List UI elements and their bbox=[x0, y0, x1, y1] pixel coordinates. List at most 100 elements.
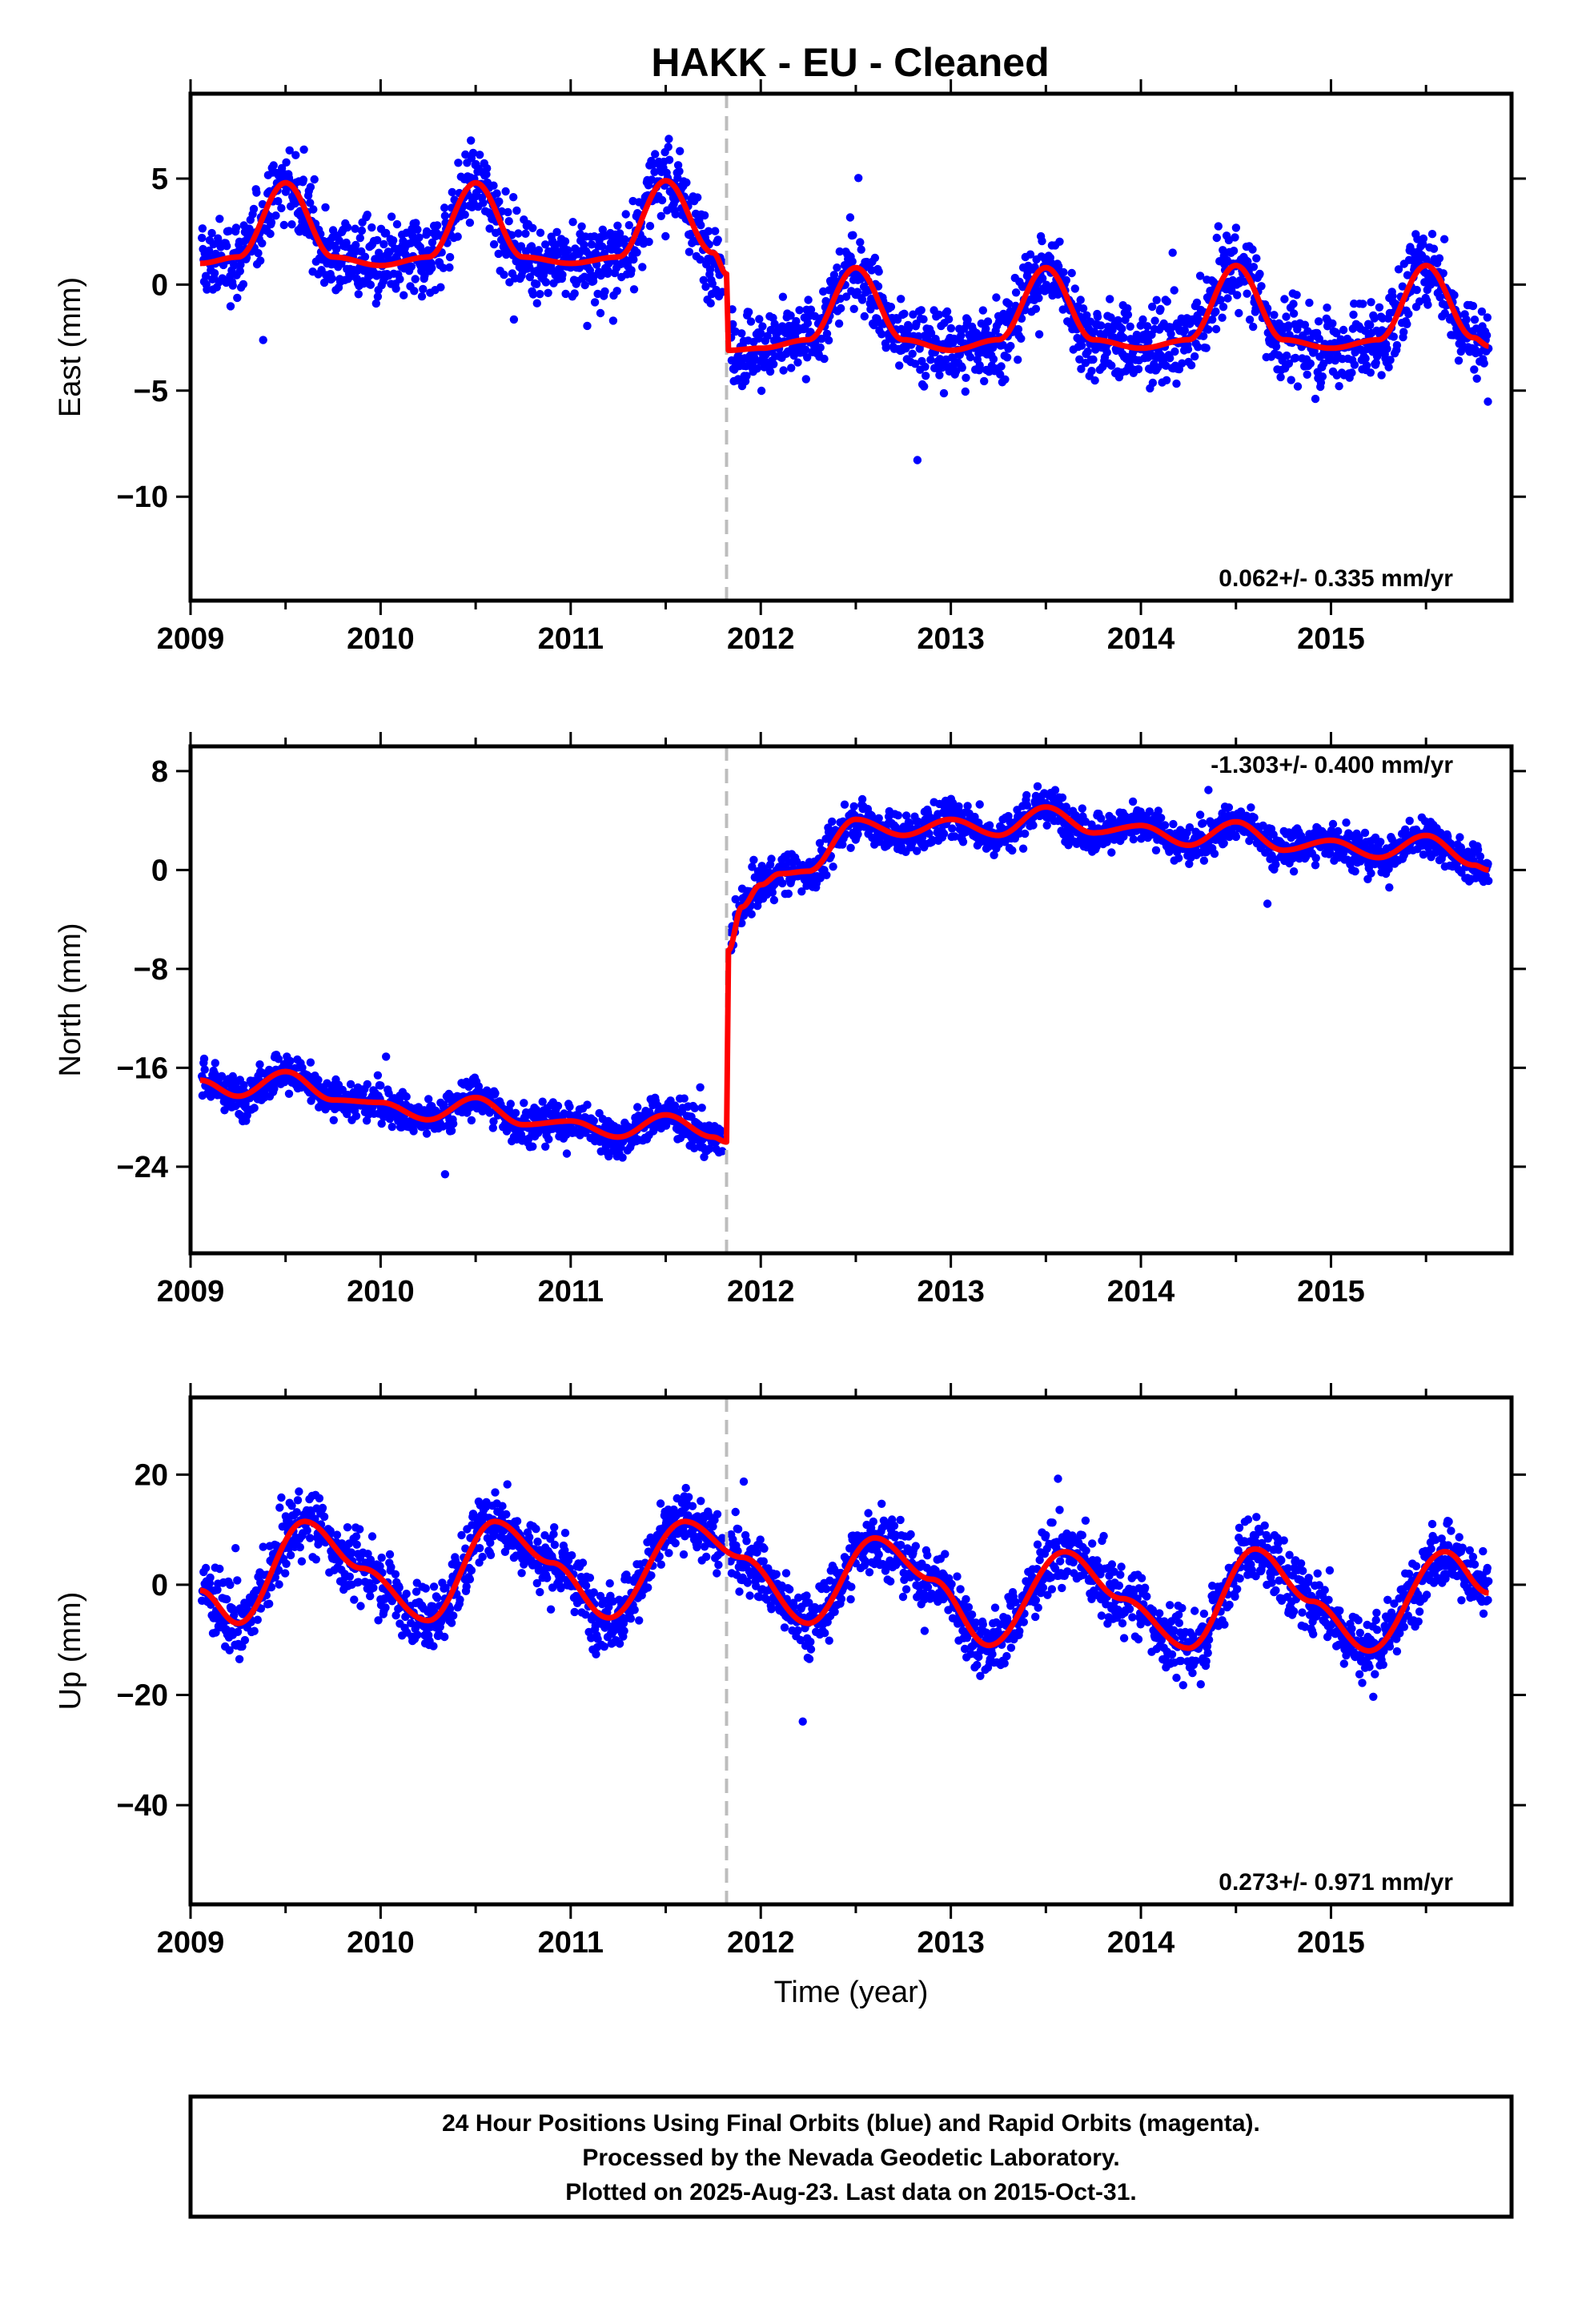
data-point bbox=[1123, 310, 1133, 320]
data-point bbox=[1191, 352, 1199, 361]
data-point bbox=[511, 1108, 520, 1118]
data-point bbox=[926, 328, 936, 338]
data-point bbox=[541, 278, 551, 287]
data-point bbox=[467, 1116, 476, 1125]
data-point bbox=[737, 329, 746, 338]
data-point bbox=[1208, 315, 1217, 324]
data-point bbox=[1218, 313, 1227, 322]
data-point bbox=[211, 1059, 219, 1068]
data-point bbox=[552, 227, 561, 236]
data-point bbox=[1055, 237, 1064, 246]
data-point bbox=[1399, 328, 1408, 336]
data-point bbox=[765, 367, 775, 376]
data-point bbox=[665, 155, 674, 164]
y-tick-label: 8 bbox=[151, 755, 168, 789]
data-point bbox=[1386, 356, 1395, 364]
data-point bbox=[528, 223, 537, 232]
x-tick-label: 2015 bbox=[1297, 1275, 1365, 1309]
data-point bbox=[954, 802, 963, 811]
y-tick-label: −10 bbox=[117, 480, 168, 514]
data-point bbox=[1030, 263, 1039, 271]
data-point bbox=[1077, 341, 1086, 350]
data-point bbox=[570, 289, 579, 298]
data-point bbox=[673, 174, 682, 183]
data-point bbox=[342, 238, 351, 247]
data-point bbox=[608, 316, 618, 325]
data-point bbox=[412, 219, 420, 227]
data-point bbox=[1169, 819, 1178, 829]
data-point bbox=[849, 231, 857, 239]
data-point bbox=[1223, 294, 1232, 303]
data-point bbox=[685, 247, 694, 256]
data-point bbox=[1006, 341, 1015, 351]
data-point bbox=[565, 1102, 574, 1112]
data-point bbox=[963, 316, 972, 324]
data-point bbox=[803, 319, 813, 328]
data-point bbox=[615, 229, 624, 238]
data-point bbox=[560, 237, 570, 246]
data-point bbox=[321, 203, 330, 212]
data-point bbox=[1462, 315, 1471, 324]
data-point bbox=[1255, 269, 1264, 279]
data-point bbox=[701, 282, 710, 292]
y-tick-label: −16 bbox=[117, 1051, 168, 1085]
data-point bbox=[1031, 304, 1041, 313]
data-point bbox=[226, 1580, 235, 1590]
data-point bbox=[904, 324, 913, 333]
data-point bbox=[521, 229, 530, 238]
data-point bbox=[1026, 250, 1035, 259]
data-point bbox=[860, 312, 869, 321]
data-point bbox=[1166, 354, 1174, 363]
data-point bbox=[396, 275, 404, 283]
data-point bbox=[1090, 376, 1099, 385]
data-point bbox=[1156, 304, 1165, 314]
data-point bbox=[1076, 296, 1085, 304]
data-point bbox=[841, 292, 851, 301]
data-point bbox=[279, 220, 288, 230]
data-point bbox=[311, 1555, 320, 1564]
data-point bbox=[275, 1503, 284, 1512]
data-point bbox=[1470, 365, 1479, 374]
data-point bbox=[491, 1088, 500, 1098]
data-point bbox=[835, 247, 845, 256]
data-point bbox=[664, 143, 673, 151]
data-point bbox=[1128, 797, 1138, 806]
data-point bbox=[690, 1104, 699, 1113]
data-point bbox=[1123, 304, 1132, 313]
data-point bbox=[829, 862, 837, 871]
data-point bbox=[258, 239, 267, 247]
data-point bbox=[1360, 828, 1370, 838]
data-point bbox=[1029, 821, 1038, 830]
data-point bbox=[392, 219, 402, 229]
data-point bbox=[696, 255, 705, 264]
data-point bbox=[449, 1120, 458, 1128]
data-point bbox=[1195, 810, 1205, 819]
data-point bbox=[1293, 382, 1303, 391]
data-point bbox=[282, 158, 291, 167]
data-point bbox=[287, 220, 296, 229]
data-point bbox=[1219, 303, 1228, 312]
data-point bbox=[784, 889, 793, 899]
data-point bbox=[629, 255, 638, 264]
x-tick-label: 2012 bbox=[727, 622, 795, 656]
data-point bbox=[445, 263, 454, 272]
data-point bbox=[803, 353, 812, 362]
data-point bbox=[1059, 267, 1068, 277]
data-point bbox=[1168, 248, 1177, 257]
data-point bbox=[1214, 222, 1223, 231]
data-point bbox=[713, 235, 722, 244]
data-point bbox=[409, 1127, 418, 1136]
data-point bbox=[921, 362, 930, 372]
data-point bbox=[866, 305, 875, 314]
data-point bbox=[913, 456, 922, 464]
data-point bbox=[1144, 337, 1153, 346]
data-point bbox=[596, 271, 605, 280]
east-panel: 2009 2010 2011 2012 2013 2014 201550−5−10East … bbox=[54, 79, 1526, 656]
data-point bbox=[779, 366, 788, 375]
data-point bbox=[479, 199, 488, 207]
data-point bbox=[1440, 309, 1450, 318]
data-point bbox=[828, 817, 837, 826]
data-point bbox=[804, 296, 813, 304]
data-point bbox=[961, 387, 970, 396]
data-point bbox=[711, 227, 720, 235]
